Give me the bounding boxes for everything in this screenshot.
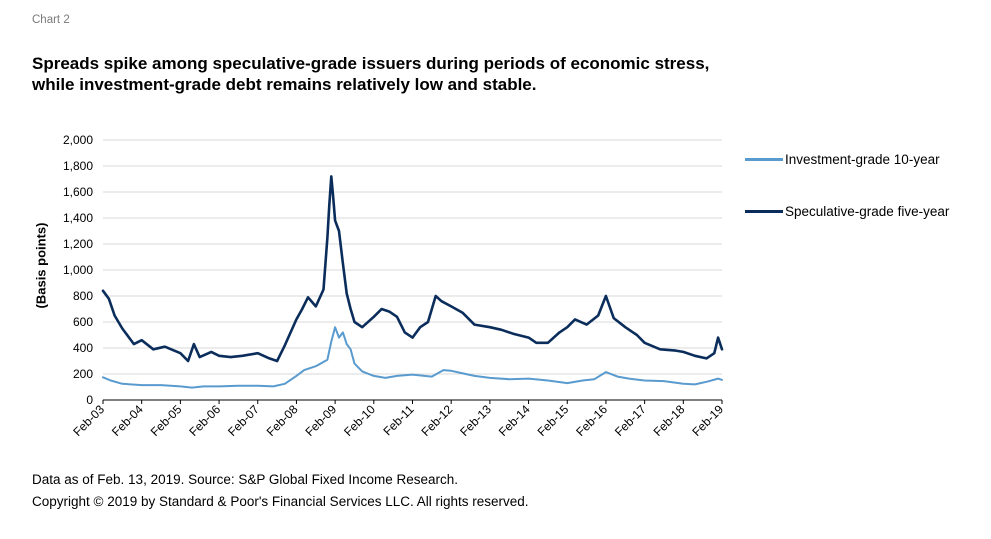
x-tick-label: Feb-18 <box>651 402 688 439</box>
chart-label: Chart 2 <box>32 14 70 26</box>
x-tick-label: Feb-03 <box>70 402 107 439</box>
series-line-investment-grade <box>102 326 723 389</box>
x-tick-label: Feb-19 <box>689 402 726 439</box>
series-lines <box>101 175 724 389</box>
y-tick-label: 1,800 <box>63 159 93 173</box>
y-tick-label: 200 <box>73 367 93 381</box>
y-tick-label: 600 <box>73 315 93 329</box>
y-tick-label: 400 <box>73 341 93 355</box>
x-tick-label: Feb-08 <box>264 402 301 439</box>
x-tick-label: Feb-17 <box>612 402 649 439</box>
y-axis-ticks: 0 200 400 600 800 1,000 1,200 1,400 1,600 1,800 2,… <box>63 133 93 407</box>
x-tick-label: Feb-14 <box>496 402 533 439</box>
y-tick-label: 1,200 <box>63 237 93 251</box>
legend-swatch-investment-grade <box>745 158 783 161</box>
y-tick-label: 800 <box>73 289 93 303</box>
x-tick-label: Feb-15 <box>535 402 572 439</box>
x-axis-ticks: Feb-03 Feb-04 Feb-05 Feb-06 Feb-07 Feb-08 Feb-… <box>70 400 726 439</box>
legend-label-investment-grade: Investment-grade 10-year <box>785 152 940 167</box>
x-tick-label: Feb-07 <box>225 402 262 439</box>
legend-swatch-speculative-grade <box>745 210 783 213</box>
x-tick-label: Feb-10 <box>341 402 378 439</box>
footnote-copyright: Copyright © 2019 by Standard & Poor's Fi… <box>32 494 529 509</box>
x-tick-label: Feb-09 <box>302 402 339 439</box>
y-tick-label: 0 <box>86 393 93 407</box>
series-line-speculative-grade <box>101 175 724 363</box>
x-tick-label: Feb-04 <box>109 402 146 439</box>
x-tick-label: Feb-13 <box>457 402 494 439</box>
x-tick-label: Feb-11 <box>380 402 416 438</box>
y-tick-label: 1,400 <box>63 211 93 225</box>
x-tick-label: Feb-06 <box>186 402 223 439</box>
x-tick-label: Feb-16 <box>573 402 610 439</box>
footnote-source: Data as of Feb. 13, 2019. Source: S&P Gl… <box>32 472 458 487</box>
y-tick-label: 1,000 <box>63 263 93 277</box>
grid-lines <box>103 139 722 375</box>
x-tick-label: Feb-05 <box>148 402 185 439</box>
legend-item-speculative-grade: Speculative-grade five-year <box>745 204 949 219</box>
y-tick-label: 1,600 <box>63 185 93 199</box>
legend-item-investment-grade: Investment-grade 10-year <box>745 152 940 167</box>
legend-label-speculative-grade: Speculative-grade five-year <box>785 204 950 219</box>
y-tick-label: 2,000 <box>63 133 93 147</box>
chart-title: Spreads spike among speculative-grade is… <box>32 54 710 94</box>
x-tick-label: Feb-12 <box>419 402 456 439</box>
